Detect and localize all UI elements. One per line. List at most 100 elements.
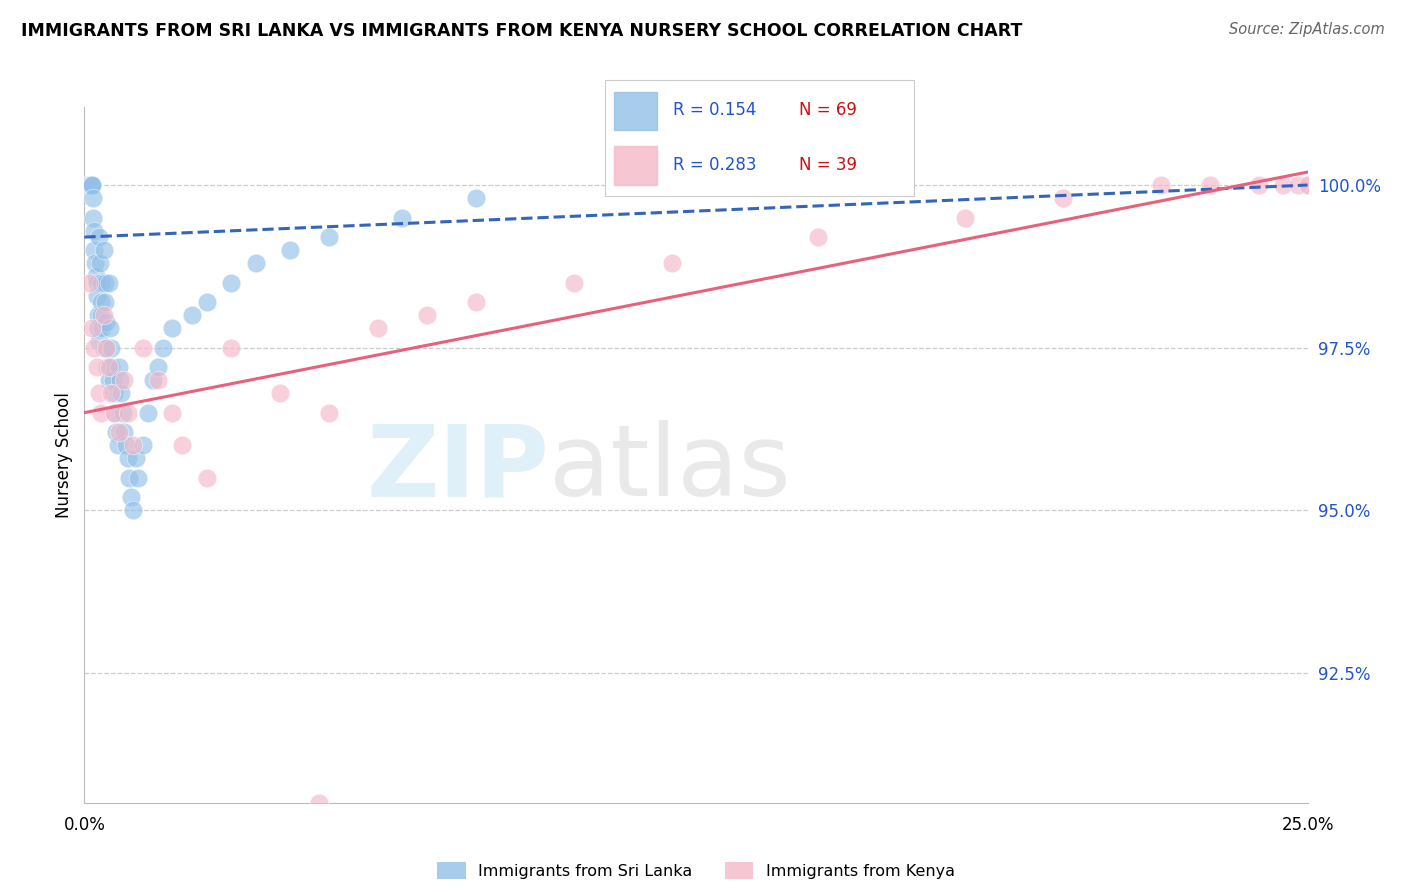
Point [146, 373, 169, 387]
Point [83, 224, 105, 238]
Point [1272, 178, 1295, 192]
Point [101, 373, 124, 387]
Point [93, 243, 115, 257]
Text: R = 0.154: R = 0.154 [672, 102, 756, 120]
Point [464, 191, 486, 205]
Point [93, 341, 115, 355]
Point [100, 386, 122, 401]
Point [89, 256, 111, 270]
Point [118, 471, 141, 485]
Point [77, 178, 100, 192]
Point [91, 321, 114, 335]
Point [122, 438, 145, 452]
Point [90, 308, 112, 322]
Point [97, 373, 120, 387]
Point [86, 288, 108, 302]
Point [1296, 178, 1319, 192]
Point [367, 321, 389, 335]
Point [127, 471, 149, 485]
Text: N = 69: N = 69 [800, 102, 858, 120]
Point [110, 386, 132, 401]
Text: N = 39: N = 39 [800, 156, 858, 174]
Point [103, 386, 125, 401]
Point [82, 211, 104, 225]
Point [125, 451, 148, 466]
Point [96, 341, 118, 355]
Point [80, 178, 103, 192]
Point [195, 295, 218, 310]
Point [308, 796, 330, 810]
Point [807, 230, 830, 244]
Point [1052, 191, 1074, 205]
Point [76, 178, 98, 192]
Point [97, 360, 120, 375]
Point [83, 341, 105, 355]
Point [661, 256, 683, 270]
Text: Source: ZipAtlas.com: Source: ZipAtlas.com [1229, 22, 1385, 37]
Point [112, 425, 135, 439]
Point [77, 178, 100, 192]
Point [80, 178, 103, 192]
Point [269, 386, 291, 401]
Point [162, 406, 184, 420]
Point [94, 295, 117, 310]
Point [318, 230, 340, 244]
Point [80, 321, 103, 335]
Point [132, 438, 155, 452]
Point [112, 373, 135, 387]
Point [100, 360, 122, 375]
Point [278, 243, 301, 257]
Point [136, 406, 159, 420]
Point [82, 191, 104, 205]
Point [103, 406, 125, 420]
Point [93, 308, 115, 322]
Bar [614, 92, 657, 130]
Point [1286, 178, 1309, 192]
Point [117, 451, 139, 466]
Point [117, 406, 139, 420]
Point [416, 308, 439, 322]
Text: R = 0.283: R = 0.283 [672, 156, 756, 174]
Point [87, 321, 110, 335]
Point [108, 373, 131, 387]
Point [84, 256, 107, 270]
Point [90, 406, 112, 420]
Point [80, 178, 103, 192]
Point [89, 276, 111, 290]
Point [107, 438, 129, 452]
Point [105, 425, 128, 439]
Text: atlas: atlas [550, 420, 790, 517]
Point [77, 178, 100, 192]
Point [104, 406, 127, 420]
Point [1150, 178, 1173, 192]
Bar [614, 146, 657, 185]
Text: IMMIGRANTS FROM SRI LANKA VS IMMIGRANTS FROM KENYA NURSERY SCHOOL CORRELATION CH: IMMIGRANTS FROM SRI LANKA VS IMMIGRANTS … [21, 22, 1022, 40]
Point [87, 386, 110, 401]
Point [172, 438, 194, 452]
Point [120, 490, 142, 504]
Point [142, 373, 165, 387]
Y-axis label: Nursery School: Nursery School [55, 392, 73, 518]
Point [1247, 178, 1270, 192]
Point [195, 471, 218, 485]
Point [162, 321, 184, 335]
Point [90, 295, 112, 310]
Point [97, 276, 120, 290]
Point [115, 438, 138, 452]
Point [391, 211, 413, 225]
Point [111, 406, 134, 420]
Point [219, 276, 242, 290]
Point [96, 341, 118, 355]
Point [100, 341, 122, 355]
Point [464, 295, 486, 310]
Point [245, 256, 267, 270]
Point [562, 276, 585, 290]
Point [146, 360, 169, 375]
Point [86, 360, 108, 375]
Point [122, 503, 145, 517]
Point [132, 341, 155, 355]
Point [219, 341, 242, 355]
Text: ZIP: ZIP [367, 420, 550, 517]
Point [96, 315, 118, 329]
Point [87, 230, 110, 244]
